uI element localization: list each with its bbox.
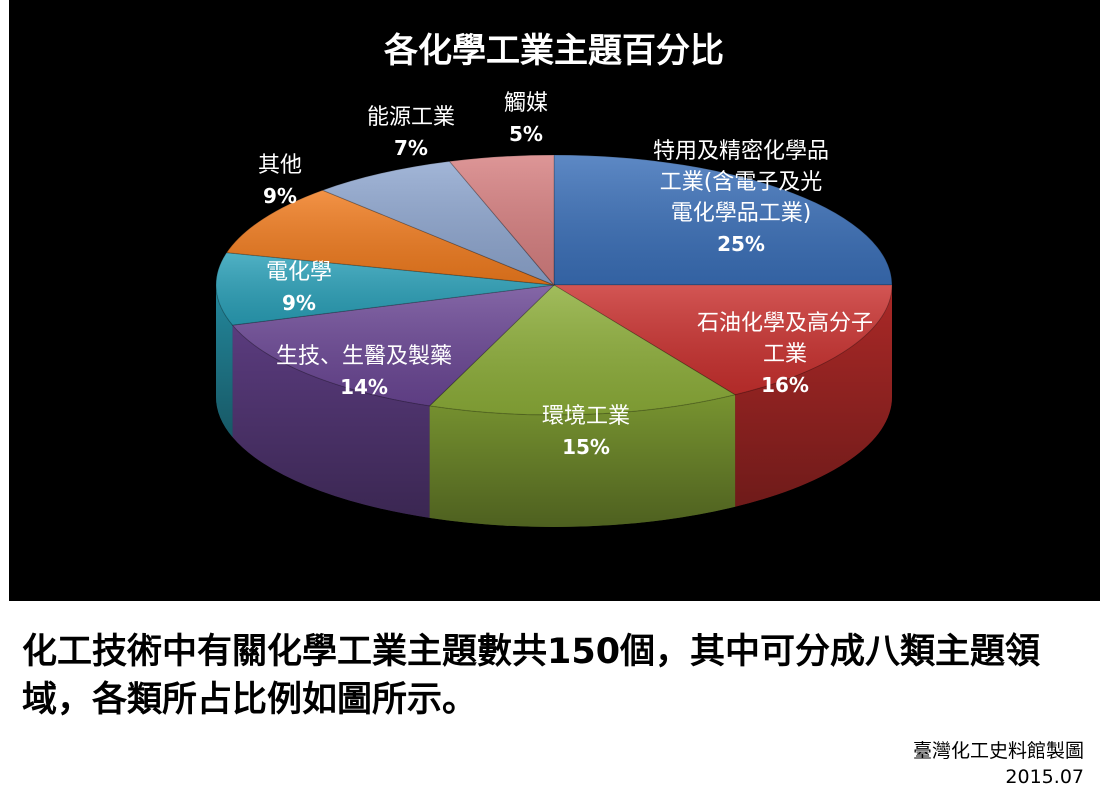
slice-7-value-label: 7% <box>394 136 428 160</box>
pie-sides <box>216 285 892 528</box>
credit-author: 臺灣化工史料館製圖 <box>912 740 1084 762</box>
slice-6-label-line: 其他 <box>258 153 302 178</box>
slice-1-label-line: 特用及精密化學品 <box>653 139 829 164</box>
slice-8-label: 觸媒 5% <box>504 91 548 146</box>
pie-top <box>215 154 893 416</box>
slice-5-label-line: 電化學 <box>266 260 332 285</box>
slice-7-label-line: 能源工業 <box>367 105 455 130</box>
slice-8-label-line: 觸媒 <box>504 91 548 116</box>
slice-3-value-label: 15% <box>562 435 610 459</box>
chart-title: 各化學工業主題百分比 <box>384 31 724 71</box>
slice-5-value-label: 9% <box>282 291 316 315</box>
slice-5-side-shade <box>216 285 233 438</box>
slice-5-label: 電化學 9% <box>266 260 332 315</box>
slice-4-side-shade <box>232 325 430 518</box>
slice-3-side-shade <box>429 394 736 528</box>
slice-3-top-shade <box>429 285 736 415</box>
caption-text: 化工技術中有關化學工業主題數共150個，其中可分成八類主題領域，各類所占比例如圖… <box>22 632 1041 720</box>
slice-8-top-shade <box>449 155 554 285</box>
slice-7-label: 能源工業 7% <box>367 105 455 160</box>
slice-2-side-shade <box>735 285 892 507</box>
slice-3-label-line: 環境工業 <box>542 404 630 429</box>
credit-date: 2015.07 <box>1005 766 1084 788</box>
chart-panel: 各化學工業主題百分比 特用及精密化學品 工業(含電子及光 電化學品工業) 25% 石油化… <box>9 0 1100 601</box>
slice-2-top-shade <box>554 285 892 395</box>
slice-4-label-line: 生技、生醫及製藥 <box>276 344 452 369</box>
slice-2-label-line: 工業 <box>763 342 807 367</box>
slice-1-label-line: 工業(含電子及光 <box>660 170 823 195</box>
slice-1-top-shade <box>554 155 892 285</box>
slice-2-value-label: 16% <box>761 373 809 397</box>
slice-5-top-shade <box>216 252 554 326</box>
slice-7-top-shade <box>322 161 554 285</box>
slice-6-top-shade <box>226 190 554 285</box>
slice-1-label-line: 電化學品工業) <box>671 201 812 226</box>
slice-6-label: 其他 9% <box>258 153 302 208</box>
slice-4-value-label: 14% <box>340 375 388 399</box>
slice-3-label: 環境工業 15% <box>542 404 630 459</box>
slice-8-value-label: 5% <box>509 122 543 146</box>
slice-2-label-line: 石油化學及高分子 <box>697 311 873 336</box>
slice-1-value-label: 25% <box>717 232 765 256</box>
slice-4-label: 生技、生醫及製藥 14% <box>276 344 452 399</box>
credit: 臺灣化工史料館製圖 2015.07 <box>913 738 1084 790</box>
slice-6-value-label: 9% <box>263 184 297 208</box>
slice-4-top-shade <box>232 285 554 406</box>
